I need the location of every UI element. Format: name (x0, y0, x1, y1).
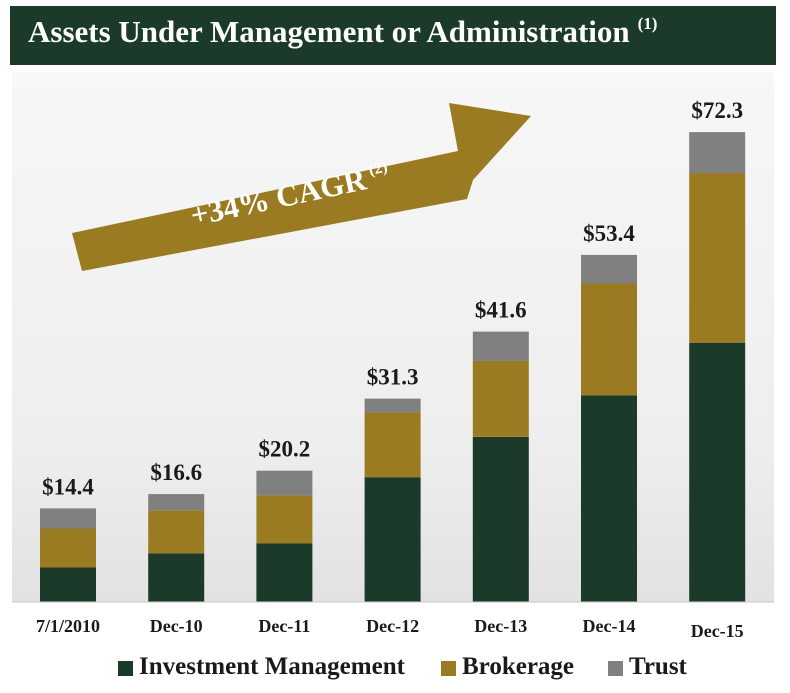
bar-segment-investment-management (40, 567, 96, 602)
bar-segment-brokerage (40, 528, 96, 568)
total-value-label: $53.4 (583, 221, 635, 246)
bar-segment-trust (472, 331, 529, 361)
x-tick-label: 7/1/2010 (36, 616, 100, 636)
total-value-label: $14.4 (42, 474, 94, 499)
bar-segment-investment-management (364, 477, 421, 602)
bar-segment-trust (148, 494, 205, 511)
bar-segment-brokerage (364, 412, 421, 478)
legend-label-trust: Trust (629, 653, 687, 680)
total-value-label: $72.3 (691, 98, 743, 123)
bar-segment-trust (581, 254, 637, 284)
total-value-label: $16.6 (150, 460, 202, 485)
x-tick-label: Dec-12 (366, 616, 419, 636)
legend-swatch-investment-management (118, 661, 133, 676)
bar-segment-brokerage (581, 283, 637, 396)
chart-title: Assets Under Management or Administratio… (28, 14, 657, 50)
total-value-label: $41.6 (475, 298, 527, 323)
bar-segment-trust (689, 132, 746, 173)
legend-swatch-brokerage (441, 661, 456, 676)
labels-layer: $14.4 7/1/2010 $16.6 Dec-10 $20.2 Dec-11 $31.3… (36, 98, 744, 641)
title-bar: Assets Under Management or Administratio… (10, 6, 776, 65)
x-tick-label: Dec-15 (691, 621, 744, 641)
total-value-label: $20.2 (259, 437, 311, 462)
x-tick-label: Dec-14 (583, 616, 636, 636)
chart-title-text: Assets Under Management or Administratio… (28, 14, 630, 49)
bar-segment-trust (364, 398, 421, 413)
bar-segment-investment-management (689, 342, 746, 602)
bar-segment-trust (40, 508, 96, 529)
bar-segment-trust (256, 470, 313, 496)
total-value-label: $31.3 (367, 365, 419, 390)
bar-segment-investment-management (581, 395, 637, 602)
cagr-arrow: +34% CAGR(2) (72, 103, 531, 271)
bar-segment-brokerage (256, 495, 313, 544)
bar-segment-investment-management (256, 543, 313, 602)
x-tick-label: Dec-13 (474, 616, 527, 636)
bars-layer (40, 132, 746, 603)
cagr-arrow-shape (72, 103, 531, 271)
bar-segment-investment-management (148, 553, 205, 603)
x-tick-label: Dec-10 (150, 616, 203, 636)
bar-segment-brokerage (148, 510, 205, 554)
bar-segment-investment-management (472, 436, 529, 602)
cagr-footnote: (2) (367, 159, 389, 180)
title-footnote: (1) (637, 14, 658, 33)
x-tick-label: Dec-11 (258, 616, 310, 636)
bar-segment-brokerage (472, 360, 529, 437)
legend-label-brokerage: Brokerage (462, 653, 575, 680)
legend-swatch-trust (608, 661, 623, 676)
bar-segment-brokerage (689, 173, 746, 343)
legend-label-investment-management: Investment Management (139, 653, 405, 680)
